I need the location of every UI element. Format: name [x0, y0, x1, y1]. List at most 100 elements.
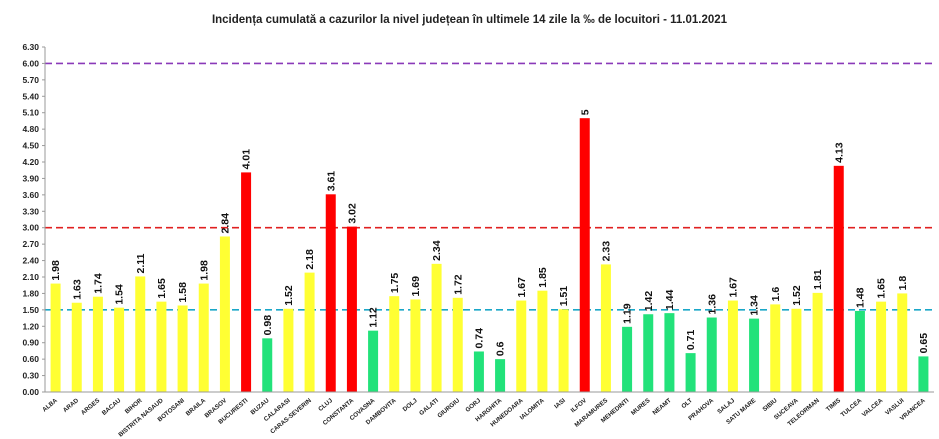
- bar-caras-severin: [304, 272, 315, 392]
- y-tick-label: 2.40: [22, 256, 39, 266]
- y-tick-label: 4.50: [22, 141, 39, 151]
- data-label: 1.98: [198, 260, 210, 281]
- y-tick-label: 0.90: [22, 338, 39, 348]
- bar-maramures: [600, 264, 611, 392]
- data-label: 2.84: [219, 213, 231, 234]
- bar-bucuresti: [241, 172, 252, 392]
- data-label: 0.6: [495, 341, 507, 356]
- bar-gorj: [473, 351, 484, 392]
- y-tick-labels: 0.00 0.30 0.60 0.90 1.20 1.50 1.80 2.10 2.40 2.70…: [22, 42, 45, 397]
- data-label: 1.36: [706, 294, 718, 315]
- bar-timis: [833, 165, 844, 392]
- bar-iasi: [558, 309, 569, 392]
- bar-galati: [431, 263, 442, 392]
- y-tick-label: 0.00: [22, 387, 39, 397]
- x-tick-label: CLUJ: [317, 397, 334, 413]
- x-tick-label: GORJ: [464, 397, 482, 414]
- y-tick-label: 0.30: [22, 371, 39, 381]
- x-tick-label: BACAU: [101, 397, 123, 417]
- data-label: 1.74: [92, 273, 104, 294]
- bar-bihor: [135, 276, 146, 392]
- data-label: 2.33: [600, 241, 612, 262]
- data-label: 1.69: [410, 276, 422, 297]
- data-label: 4.13: [833, 142, 845, 163]
- bar-calarasi: [283, 308, 294, 392]
- data-label: 1.8: [897, 276, 909, 291]
- reference-lines: [45, 62, 934, 311]
- y-tick-label: 1.80: [22, 288, 39, 298]
- y-tick-label: 3.30: [22, 206, 39, 216]
- bar-buzau: [262, 338, 273, 392]
- x-tick-label: IASI: [553, 397, 567, 410]
- bar-hunedoara: [516, 300, 527, 392]
- bar-neamt: [664, 313, 675, 392]
- bar-ilfov: [579, 118, 590, 392]
- data-label: 1.67: [727, 277, 739, 298]
- data-labels: 1.981.63 1.741.542.111.65 1.581.982.844.01…: [50, 109, 930, 356]
- x-tick-label: TIMIS: [825, 397, 842, 413]
- x-tick-label: DOLJ: [402, 397, 420, 413]
- data-label: 3.61: [325, 171, 337, 192]
- data-label: 5: [579, 109, 591, 115]
- bar-vaslui: [897, 293, 908, 392]
- y-tick-label: 3.00: [22, 223, 39, 233]
- axes: [44, 47, 934, 393]
- data-label: 1.42: [643, 291, 655, 312]
- x-tick-label: OLT: [680, 397, 694, 410]
- y-tick-label: 6.00: [22, 58, 39, 68]
- x-tick-label: ALBA: [41, 397, 59, 414]
- bar-covasna: [368, 330, 379, 392]
- data-label: 1.65: [876, 278, 888, 299]
- data-label: 1.52: [283, 285, 295, 306]
- data-label: 1.58: [177, 282, 189, 303]
- data-label: 1.65: [156, 278, 168, 299]
- bar-alba: [50, 283, 61, 392]
- x-tick-label: VALCEA: [861, 397, 885, 419]
- x-tick-label: ARGES: [80, 397, 101, 417]
- y-tick-label: 6.30: [22, 42, 39, 52]
- data-label: 1.52: [791, 285, 803, 306]
- data-label: 1.85: [537, 267, 549, 288]
- data-label: 1.67: [516, 277, 528, 298]
- data-label: 0.74: [473, 328, 485, 349]
- data-label: 1.63: [71, 279, 83, 300]
- y-tick-label: 2.70: [22, 239, 39, 249]
- data-label: 3.02: [346, 203, 358, 224]
- bar-suceava: [791, 308, 802, 392]
- data-label: 0.71: [685, 330, 697, 351]
- bar-tulcea: [854, 310, 865, 392]
- data-label: 1.12: [368, 307, 380, 328]
- bar-constanta: [346, 226, 357, 392]
- x-tick-label: ARAD: [62, 397, 81, 414]
- data-label: 1.81: [812, 269, 824, 290]
- chart-title: Incidența cumulată a cazurilor la nivel …: [211, 14, 728, 26]
- y-tick-label: 5.70: [22, 75, 39, 85]
- y-tick-label: 5.40: [22, 91, 39, 101]
- bar-harghita: [495, 359, 506, 392]
- bar-valcea: [876, 301, 887, 392]
- data-label: 1.6: [770, 287, 782, 302]
- bar-olt: [685, 353, 696, 392]
- bar-bacau: [114, 307, 125, 392]
- data-label: 0.65: [918, 333, 930, 354]
- bar-mures: [643, 314, 654, 392]
- x-tick-label: NEAMT: [651, 397, 673, 417]
- bar-brasov: [219, 236, 230, 392]
- y-tick-label: 1.50: [22, 305, 39, 315]
- bar-sibiu: [770, 304, 781, 392]
- bar-teleorman: [812, 292, 823, 392]
- y-tick-label: 3.90: [22, 173, 39, 183]
- data-label: 1.75: [389, 273, 401, 294]
- bar-satu-mare: [749, 318, 760, 392]
- x-tick-label: SIBIU: [761, 397, 779, 413]
- data-label: 1.51: [558, 286, 570, 307]
- y-tick-label: 4.80: [22, 124, 39, 134]
- x-tick-label: TULCEA: [839, 397, 863, 419]
- y-tick-label: 2.10: [22, 272, 39, 282]
- data-label: 4.01: [241, 149, 253, 170]
- data-label: 2.34: [431, 240, 443, 261]
- y-tick-label: 4.20: [22, 157, 39, 167]
- data-label: 2.11: [135, 253, 147, 273]
- data-label: 1.98: [50, 260, 62, 281]
